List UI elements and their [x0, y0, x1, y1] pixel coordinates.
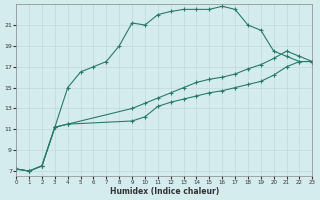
X-axis label: Humidex (Indice chaleur): Humidex (Indice chaleur): [110, 187, 219, 196]
